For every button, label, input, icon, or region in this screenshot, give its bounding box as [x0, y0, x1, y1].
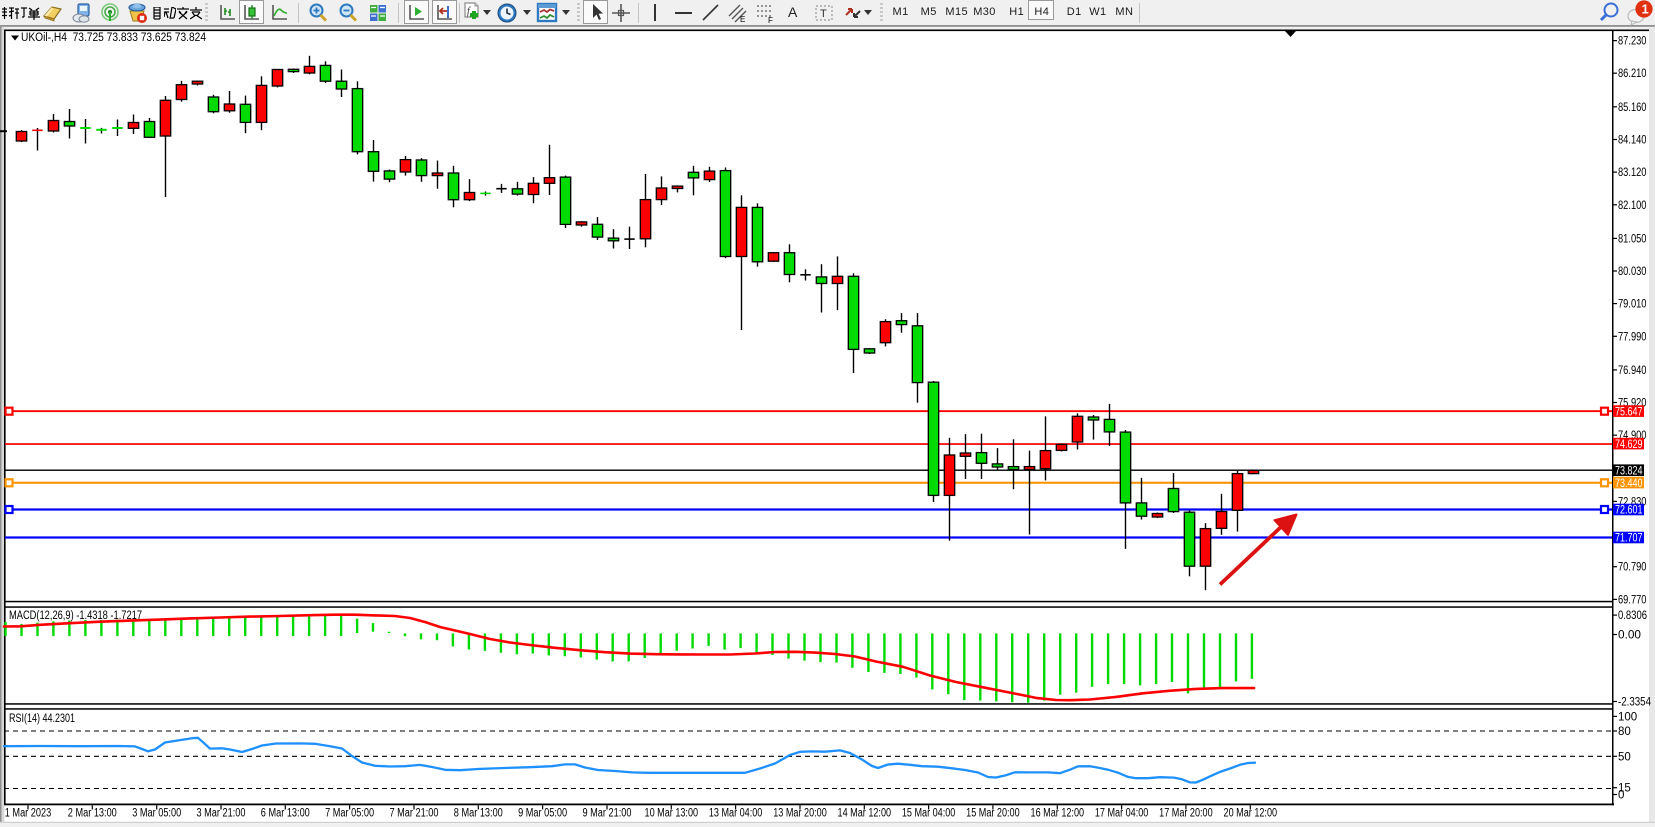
- svg-text:8 Mar 13:00: 8 Mar 13:00: [454, 808, 503, 820]
- svg-text:7 Mar 05:00: 7 Mar 05:00: [325, 808, 374, 820]
- svg-text:77.990: 77.990: [1618, 331, 1647, 343]
- svg-text:9 Mar 21:00: 9 Mar 21:00: [583, 808, 632, 820]
- svg-text:0.00: 0.00: [1618, 630, 1641, 642]
- svg-text:73.440: 73.440: [1615, 478, 1643, 490]
- svg-text:72.601: 72.601: [1615, 505, 1643, 517]
- svg-text:87.230: 87.230: [1618, 36, 1647, 48]
- svg-text:3 Mar 21:00: 3 Mar 21:00: [197, 808, 246, 820]
- svg-text:74.629: 74.629: [1615, 439, 1643, 451]
- svg-text:15: 15: [1618, 783, 1631, 795]
- svg-text:UKOil-,H4 73.725 73.833 73.62: UKOil-,H4 73.725 73.833 73.625 73.824: [21, 32, 207, 44]
- svg-text:-2.3354: -2.3354: [1618, 697, 1652, 709]
- svg-text:15 Mar 20:00: 15 Mar 20:00: [966, 808, 1020, 820]
- svg-text:17 Mar 20:00: 17 Mar 20:00: [1159, 808, 1213, 820]
- svg-text:RSI(14) 44.2301: RSI(14) 44.2301: [9, 713, 75, 725]
- svg-text:0.8306: 0.8306: [1618, 610, 1647, 622]
- svg-text:1 Mar 2023: 1 Mar 2023: [5, 808, 52, 820]
- svg-text:70.790: 70.790: [1618, 562, 1647, 574]
- svg-text:76.940: 76.940: [1618, 365, 1647, 377]
- svg-text:10 Mar 13:00: 10 Mar 13:00: [645, 808, 699, 820]
- svg-text:2 Mar 13:00: 2 Mar 13:00: [68, 808, 117, 820]
- svg-text:3 Mar 05:00: 3 Mar 05:00: [132, 808, 181, 820]
- svg-text:14 Mar 12:00: 14 Mar 12:00: [838, 808, 892, 820]
- svg-text:15 Mar 04:00: 15 Mar 04:00: [902, 808, 956, 820]
- svg-text:13 Mar 20:00: 13 Mar 20:00: [773, 808, 827, 820]
- svg-text:T: T: [820, 8, 827, 20]
- svg-text:6 Mar 13:00: 6 Mar 13:00: [261, 808, 310, 820]
- svg-text:79.010: 79.010: [1618, 299, 1647, 311]
- svg-text:73.824: 73.824: [1615, 465, 1643, 477]
- svg-text:85.160: 85.160: [1618, 102, 1647, 114]
- svg-text:83.120: 83.120: [1618, 167, 1647, 179]
- svg-text:1: 1: [1642, 2, 1649, 17]
- svg-text:69.770: 69.770: [1618, 594, 1647, 606]
- svg-text:16 Mar 12:00: 16 Mar 12:00: [1031, 808, 1085, 820]
- svg-text:E: E: [740, 15, 745, 24]
- svg-text:9 Mar 05:00: 9 Mar 05:00: [518, 808, 567, 820]
- svg-text:MACD(12,26,9) -1.4318 -1.7217: MACD(12,26,9) -1.4318 -1.7217: [9, 610, 142, 622]
- svg-text:17 Mar 04:00: 17 Mar 04:00: [1095, 808, 1149, 820]
- svg-text:84.140: 84.140: [1618, 135, 1647, 147]
- svg-text:82.100: 82.100: [1618, 200, 1647, 212]
- svg-text:75.647: 75.647: [1615, 406, 1643, 418]
- svg-text:100: 100: [1618, 711, 1637, 723]
- svg-text:86.210: 86.210: [1618, 68, 1647, 80]
- svg-text:f: f: [467, 6, 471, 17]
- svg-text:80.030: 80.030: [1618, 266, 1647, 278]
- svg-text:80: 80: [1618, 726, 1631, 738]
- svg-text:71.707: 71.707: [1615, 533, 1643, 545]
- svg-text:20 Mar 12:00: 20 Mar 12:00: [1224, 808, 1278, 820]
- svg-text:F: F: [768, 16, 773, 24]
- svg-text:50: 50: [1618, 751, 1631, 763]
- svg-text:13 Mar 04:00: 13 Mar 04:00: [709, 808, 763, 820]
- svg-text:7 Mar 21:00: 7 Mar 21:00: [390, 808, 439, 820]
- svg-text:0: 0: [1618, 790, 1624, 802]
- svg-text:81.050: 81.050: [1618, 233, 1647, 245]
